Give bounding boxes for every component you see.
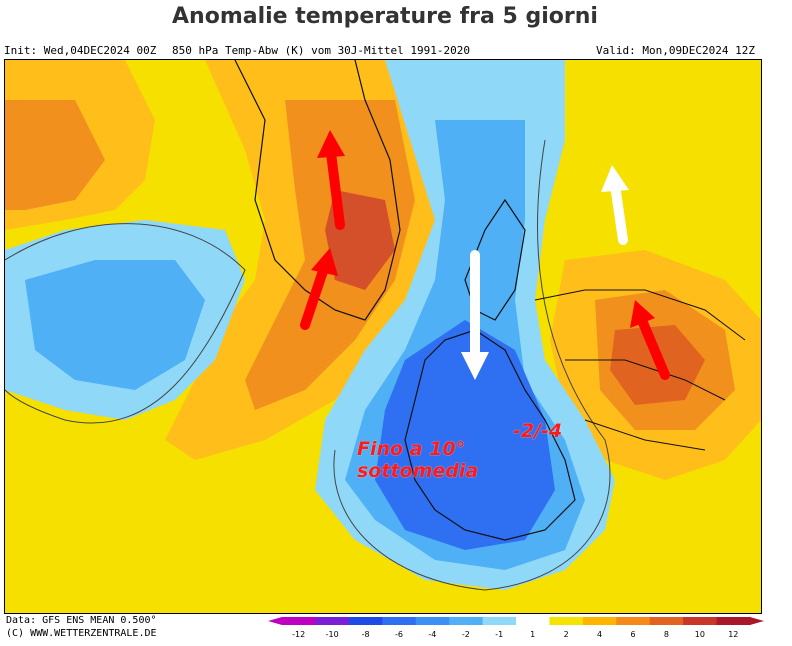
anomaly-map: Fino a 10° sottomedia -2/-4: [4, 59, 762, 614]
arrow-northeast: [601, 165, 629, 245]
colorbar-tick-label: -10: [326, 630, 339, 639]
colorbar-tick-label: -2: [462, 630, 470, 639]
colorbar-swatch: [582, 617, 617, 625]
cold-zone-atlantic-core: [25, 260, 205, 390]
colorbar-swatch: [482, 617, 517, 625]
coastline: [534, 289, 746, 451]
arrow-greenland-north: [317, 130, 345, 230]
colorbar-tick-label: -6: [395, 630, 403, 639]
colorbar-swatch: [282, 617, 316, 625]
annotation-local-anomaly: -2/-4: [513, 420, 563, 442]
colorbar: -12 -10 -8 -6 -4 -2 -1 1 2 4 6 8 10 12: [268, 617, 764, 641]
colorbar-svg: -12 -10 -8 -6 -4 -2 -1 1 2 4 6 8 10 12: [268, 617, 764, 639]
data-source: Data: GFS ENS MEAN 0.500°: [6, 615, 157, 626]
colorbar-tick-label: 8: [664, 630, 669, 639]
colorbar-tick-label: 10: [695, 630, 705, 639]
colorbar-swatch: [716, 617, 751, 625]
colorbar-swatch: [449, 617, 484, 625]
cold-zone-europe-core: [375, 320, 555, 550]
contour-line: [333, 139, 611, 591]
field-description: 850 hPa Temp-Abw (K) vom 30J-Mittel 1991…: [172, 44, 471, 57]
colorbar-swatch: [516, 617, 550, 625]
arrow-eastern-europe: [630, 300, 670, 380]
colorbar-swatch: [616, 617, 651, 625]
colorbar-swatch: [649, 617, 684, 625]
annotation-line-2: sottomedia: [357, 460, 479, 482]
arrow-western-europe: [461, 250, 489, 380]
colorbar-end-left: [268, 617, 282, 625]
coastline: [234, 60, 401, 321]
colorbar-swatch: [683, 617, 718, 625]
colorbar-swatch: [549, 617, 584, 625]
colorbar-tick-label: 2: [564, 630, 569, 639]
colorbar-tick-label: -8: [362, 630, 370, 639]
contour-line: [5, 223, 246, 424]
copyright: (C) WWW.WETTERZENTRALE.DE: [6, 628, 157, 639]
valid-time: Valid: Mon,09DEC2024 12Z: [596, 44, 755, 57]
anomaly-map-svg: [5, 60, 761, 613]
colorbar-tick-label: -4: [428, 630, 436, 639]
colorbar-swatch: [315, 617, 350, 625]
annotation-line-1: Fino a 10°: [357, 438, 466, 460]
colorbar-tick-label: 4: [597, 630, 602, 639]
colorbar-tick-label: -12: [292, 630, 305, 639]
colorbar-swatch: [348, 617, 383, 625]
coastline: [404, 329, 576, 541]
hot-core-northwest: [5, 100, 105, 210]
colorbar-swatch: [415, 617, 450, 625]
init-time: Init: Wed,04DEC2024 00Z: [4, 44, 157, 57]
annotation-below-average: Fino a 10° sottomedia: [357, 438, 478, 482]
map-footer: Data: GFS ENS MEAN 0.500° (C) WWW.WETTER…: [6, 614, 157, 640]
colorbar-end-right: [750, 617, 764, 625]
colorbar-tick-label: -1: [495, 630, 503, 639]
arrow-greenland-south: [300, 248, 338, 330]
colorbar-tick-label: 6: [630, 630, 635, 639]
page-title: Anomalie temperature fra 5 giorni: [172, 4, 598, 29]
colorbar-tick-label: 12: [728, 630, 738, 639]
map-header: Init: Wed,04DEC2024 00Z 850 hPa Temp-Abw…: [4, 44, 760, 60]
colorbar-swatch: [382, 617, 417, 625]
colorbar-tick-label: 1: [530, 630, 535, 639]
